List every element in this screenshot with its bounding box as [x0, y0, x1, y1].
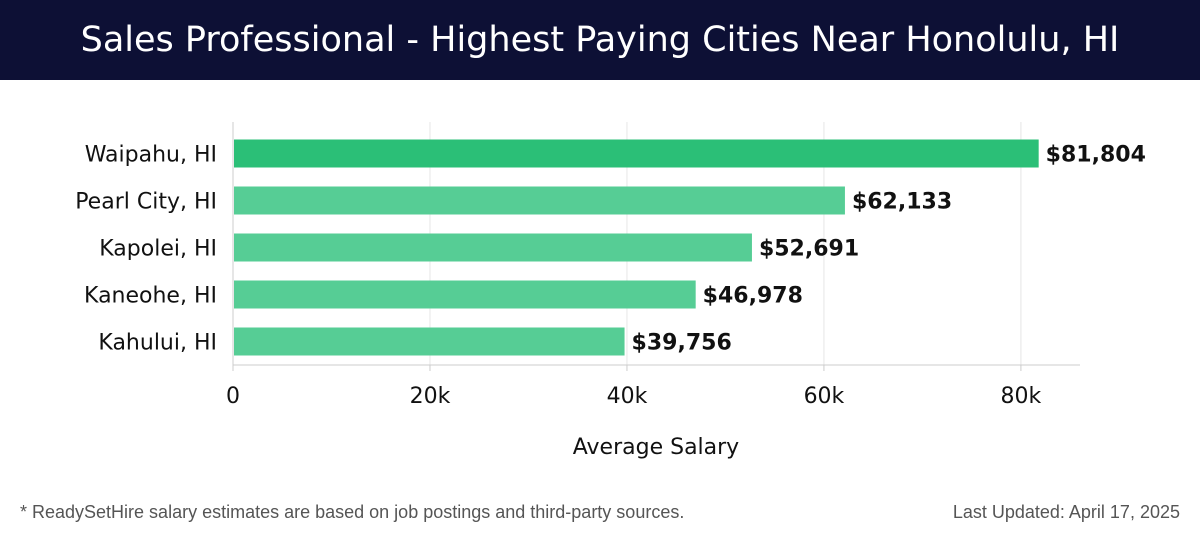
category-label: Waipahu, HI: [85, 143, 217, 168]
x-tick-label: 80k: [1001, 384, 1042, 409]
value-label: $46,978: [703, 284, 803, 309]
value-label: $81,804: [1046, 143, 1146, 168]
bar: [234, 280, 696, 309]
bar: [234, 233, 752, 262]
bar-chart: Waipahu, HI $81,804 Pearl City, HI $62,133 K…: [75, 122, 1146, 460]
x-tick-label: 60k: [804, 384, 845, 409]
x-axis-title: Average Salary: [573, 435, 739, 460]
x-tick-label: 20k: [410, 384, 451, 409]
category-label: Pearl City, HI: [75, 190, 217, 215]
value-label: $62,133: [852, 190, 952, 215]
category-label: Kaneohe, HI: [84, 284, 217, 309]
chart-title: Sales Professional - Highest Paying Citi…: [80, 20, 1120, 60]
x-tick-label: 40k: [607, 384, 648, 409]
x-tick-label: 0: [226, 384, 240, 409]
category-label: Kapolei, HI: [99, 237, 217, 262]
chart-header: Sales Professional - Highest Paying Citi…: [0, 0, 1200, 80]
last-updated: Last Updated: April 17, 2025: [952, 502, 1180, 522]
value-label: $39,756: [632, 331, 732, 356]
value-label: $52,691: [759, 237, 859, 262]
bar: [234, 327, 625, 356]
bar: [234, 186, 845, 215]
footnote: * ReadySetHire salary estimates are base…: [20, 502, 685, 522]
bar: [234, 139, 1039, 168]
category-label: Kahului, HI: [98, 331, 217, 356]
